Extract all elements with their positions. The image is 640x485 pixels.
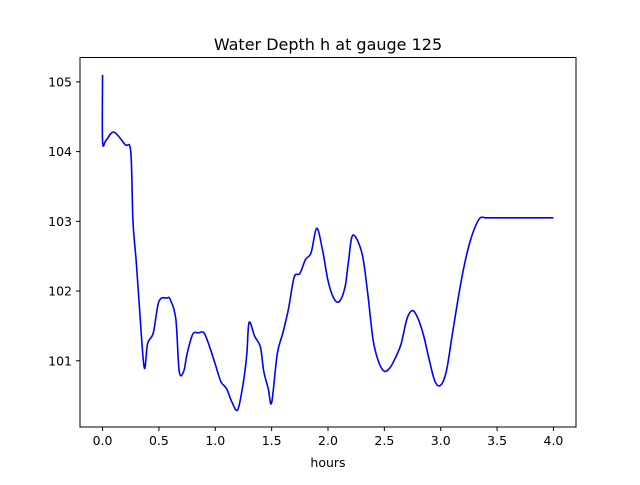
series-line-0 — [101, 74, 554, 412]
y-axis: 101 102 103 104 105 — [48, 74, 80, 368]
x-axis: 0.0 0.5 1.0 1.5 2.0 2.5 3.0 3.5 4.0 — [93, 427, 564, 448]
y-tick-label: 105 — [48, 74, 72, 89]
x-tick-label: 1.5 — [262, 433, 282, 448]
y-tick-label: 101 — [48, 353, 72, 368]
x-tick-label: 0.0 — [93, 433, 113, 448]
x-tick-label: 3.0 — [431, 433, 451, 448]
y-tick-label: 103 — [48, 214, 72, 229]
plot-area — [101, 74, 554, 412]
x-tick-label: 0.5 — [149, 433, 169, 448]
axes-frame — [79, 57, 577, 428]
x-tick-label: 1.0 — [205, 433, 225, 448]
y-tick-label: 104 — [48, 144, 72, 159]
x-axis-label: hours — [310, 455, 345, 470]
y-tick-label: 102 — [48, 284, 72, 299]
x-tick-label: 3.5 — [487, 433, 507, 448]
x-tick-label: 2.5 — [374, 433, 394, 448]
x-tick-label: 4.0 — [544, 433, 564, 448]
chart-title: Water Depth h at gauge 125 — [214, 35, 442, 54]
x-tick-label: 2.0 — [318, 433, 338, 448]
